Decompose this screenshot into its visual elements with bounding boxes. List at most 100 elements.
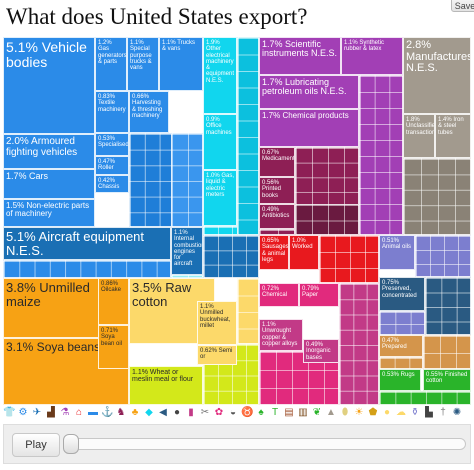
minor-product-cell[interactable] [415,235,471,277]
minor-product-cell[interactable] [3,260,171,278]
product-cell[interactable]: 0.56% Printed books [259,177,295,204]
product-cell[interactable]: 0.72% Chemical [259,283,299,307]
seed-icon[interactable]: ● [383,407,391,418]
minor-product-cell[interactable] [379,311,425,335]
plant-icon[interactable]: ♠ [258,407,264,418]
product-cell[interactable]: 1.1% Synthetic rubber & latex [341,37,403,75]
minor-product-cell[interactable] [423,335,471,369]
product-cell[interactable]: 0.47% Roller [95,156,129,175]
product-cell[interactable]: 0.65% Sausages & animal legs [259,235,289,270]
minor-product-cell[interactable] [259,229,295,235]
product-cell[interactable]: 0.47% Prepared [379,335,423,357]
product-cell[interactable]: 0.42% Chassis [95,175,129,193]
shirt-icon[interactable]: T [271,407,279,418]
product-cell[interactable]: 0.71% Soya bean oil [98,325,129,369]
product-cell[interactable]: 0.51% Animal oils [379,235,415,270]
product-cell[interactable]: 0.55% Finished cotton [423,369,471,391]
minor-product-cell[interactable] [237,278,259,344]
horse-icon[interactable]: ♞ [116,407,126,418]
product-cell[interactable]: 1.4% Iron & steel tubes [435,114,471,158]
product-cell[interactable]: 1.0% Gas, liquid & electric meters [203,170,237,226]
shoe-icon[interactable]: ▙ [425,407,433,418]
minor-product-cell[interactable] [379,357,423,369]
gem-icon[interactable]: ◆ [145,407,153,418]
slider-thumb[interactable] [63,434,79,454]
knife-icon[interactable]: † [440,407,446,418]
sun-icon[interactable]: ☀ [354,407,364,418]
save-button[interactable]: Save [451,0,474,12]
product-cell[interactable]: 0.49% Inorganic bases [303,339,339,363]
product-cell[interactable]: 1.7% Lubricating petroleum oils N.E.S. [259,75,359,109]
wheat-icon[interactable]: ♣ [131,407,139,418]
machinery-icon[interactable]: ⚙ [18,407,28,418]
play-button[interactable]: Play [12,433,60,457]
product-cell[interactable]: 0.79% Paper [299,283,339,307]
vase-icon[interactable]: ⚱ [410,407,420,418]
minor-product-cell[interactable] [403,158,471,235]
flower-icon[interactable]: ✿ [214,407,224,418]
product-cell[interactable]: 1.1% Wheat or meslin meal or flour [129,366,203,405]
product-cell[interactable]: 0.86% Oilcake [98,278,129,325]
product-cell[interactable]: 1.7% Cars [3,169,95,199]
export-treemap[interactable]: 5.1% Vehicle bodies 1.2% Gas generators &… [3,37,471,405]
product-cell[interactable]: 1.1% Special purpose trucks & vans [127,37,159,91]
minor-product-cell[interactable] [237,37,259,235]
product-cell[interactable]: 1.0% Worked [289,235,319,270]
fan-icon[interactable]: ✺ [452,407,462,418]
product-cell[interactable]: 2.0% Armoured fighting vehicles [3,134,95,169]
product-cell[interactable]: 0.83% Textile machinery [95,91,129,133]
minor-product-cell[interactable] [319,235,379,283]
product-cell[interactable]: 2.8% Manufactures N.E.S. [403,37,471,114]
minor-product-cell[interactable] [295,204,359,235]
product-cell[interactable]: 1.1% Unmilled buckwheat, millet [197,301,237,345]
car-icon[interactable]: ▬ [88,407,98,418]
product-cell[interactable]: 0.67% Medicaments [259,147,295,177]
minor-product-cell[interactable] [379,391,471,405]
fish-icon[interactable]: ◀ [159,407,167,418]
minor-product-cell[interactable] [171,133,203,227]
year-slider[interactable] [63,434,466,454]
anchor-icon[interactable]: ⚓ [101,407,114,418]
stone-icon[interactable]: ▲ [326,407,336,418]
product-cell[interactable]: 0.9% Office machines [203,114,237,170]
product-cell[interactable]: 5.1% Aircraft equipment N.E.S. [3,227,171,260]
product-cell[interactable]: 1.2% Gas generators & parts [95,37,127,91]
product-cell[interactable]: 1.7% Chemical products [259,109,359,147]
gold-icon[interactable]: ⬟ [368,407,378,418]
product-cell[interactable]: 0.75% Preserved, concentrated [379,277,425,311]
cotton-icon[interactable]: ☁ [396,407,406,418]
wrench-icon[interactable]: ✂ [200,407,210,418]
minor-product-cell[interactable] [339,283,379,405]
barrel-icon[interactable]: ▥ [298,407,308,418]
minor-product-cell[interactable] [359,75,403,235]
product-cell[interactable]: 1.7% Scientific instruments N.E.S. [259,37,341,75]
drop-icon[interactable]: ● [173,407,181,418]
minor-product-cell[interactable] [171,275,203,278]
product-cell[interactable]: 0.49% Antibiotics [259,204,295,229]
minor-product-cell[interactable] [425,277,471,335]
minor-product-cell[interactable] [203,235,259,278]
product-cell[interactable]: 1.8% Unclassified transactions [403,114,435,158]
product-cell[interactable]: 5.1% Vehicle bodies [3,37,95,134]
boot-icon[interactable]: ▟ [47,407,55,418]
clothing-icon[interactable]: 👕 [3,407,16,418]
product-cell[interactable]: 1.1% Unwrought copper & copper alloys [259,319,303,351]
product-cell[interactable]: 1.9% Other electrical machinery & equipm… [203,37,237,114]
product-cell[interactable]: 0.53% Specialised [95,133,129,156]
product-cell[interactable]: 1.1% Trucks & vans [159,37,203,91]
airplane-icon[interactable]: ✈ [32,407,42,418]
leaf-icon[interactable]: ❦ [312,407,322,418]
house-icon[interactable]: ⌂ [75,407,83,418]
product-cell[interactable]: 1.5% Non-electric parts of machinery [3,199,95,227]
wood-icon[interactable]: ▤ [284,407,294,418]
product-cell[interactable]: 0.66% Harvesting & threshing machinery [129,91,169,133]
flask-icon[interactable]: ⚗ [60,407,70,418]
egg-icon[interactable]: ⬮ [341,407,349,418]
bottle-icon[interactable]: ▮ [188,407,194,418]
pan-icon[interactable]: ◒ [229,407,237,418]
product-cell[interactable]: 1.1% Internal combustion engines for air… [171,227,203,275]
cow-icon[interactable]: ♉ [241,407,254,418]
product-cell[interactable]: 0.62% Semi or [197,345,237,365]
product-label: 0.56% Printed books [262,180,282,199]
product-cell[interactable]: 0.53% Rugs [379,369,421,391]
